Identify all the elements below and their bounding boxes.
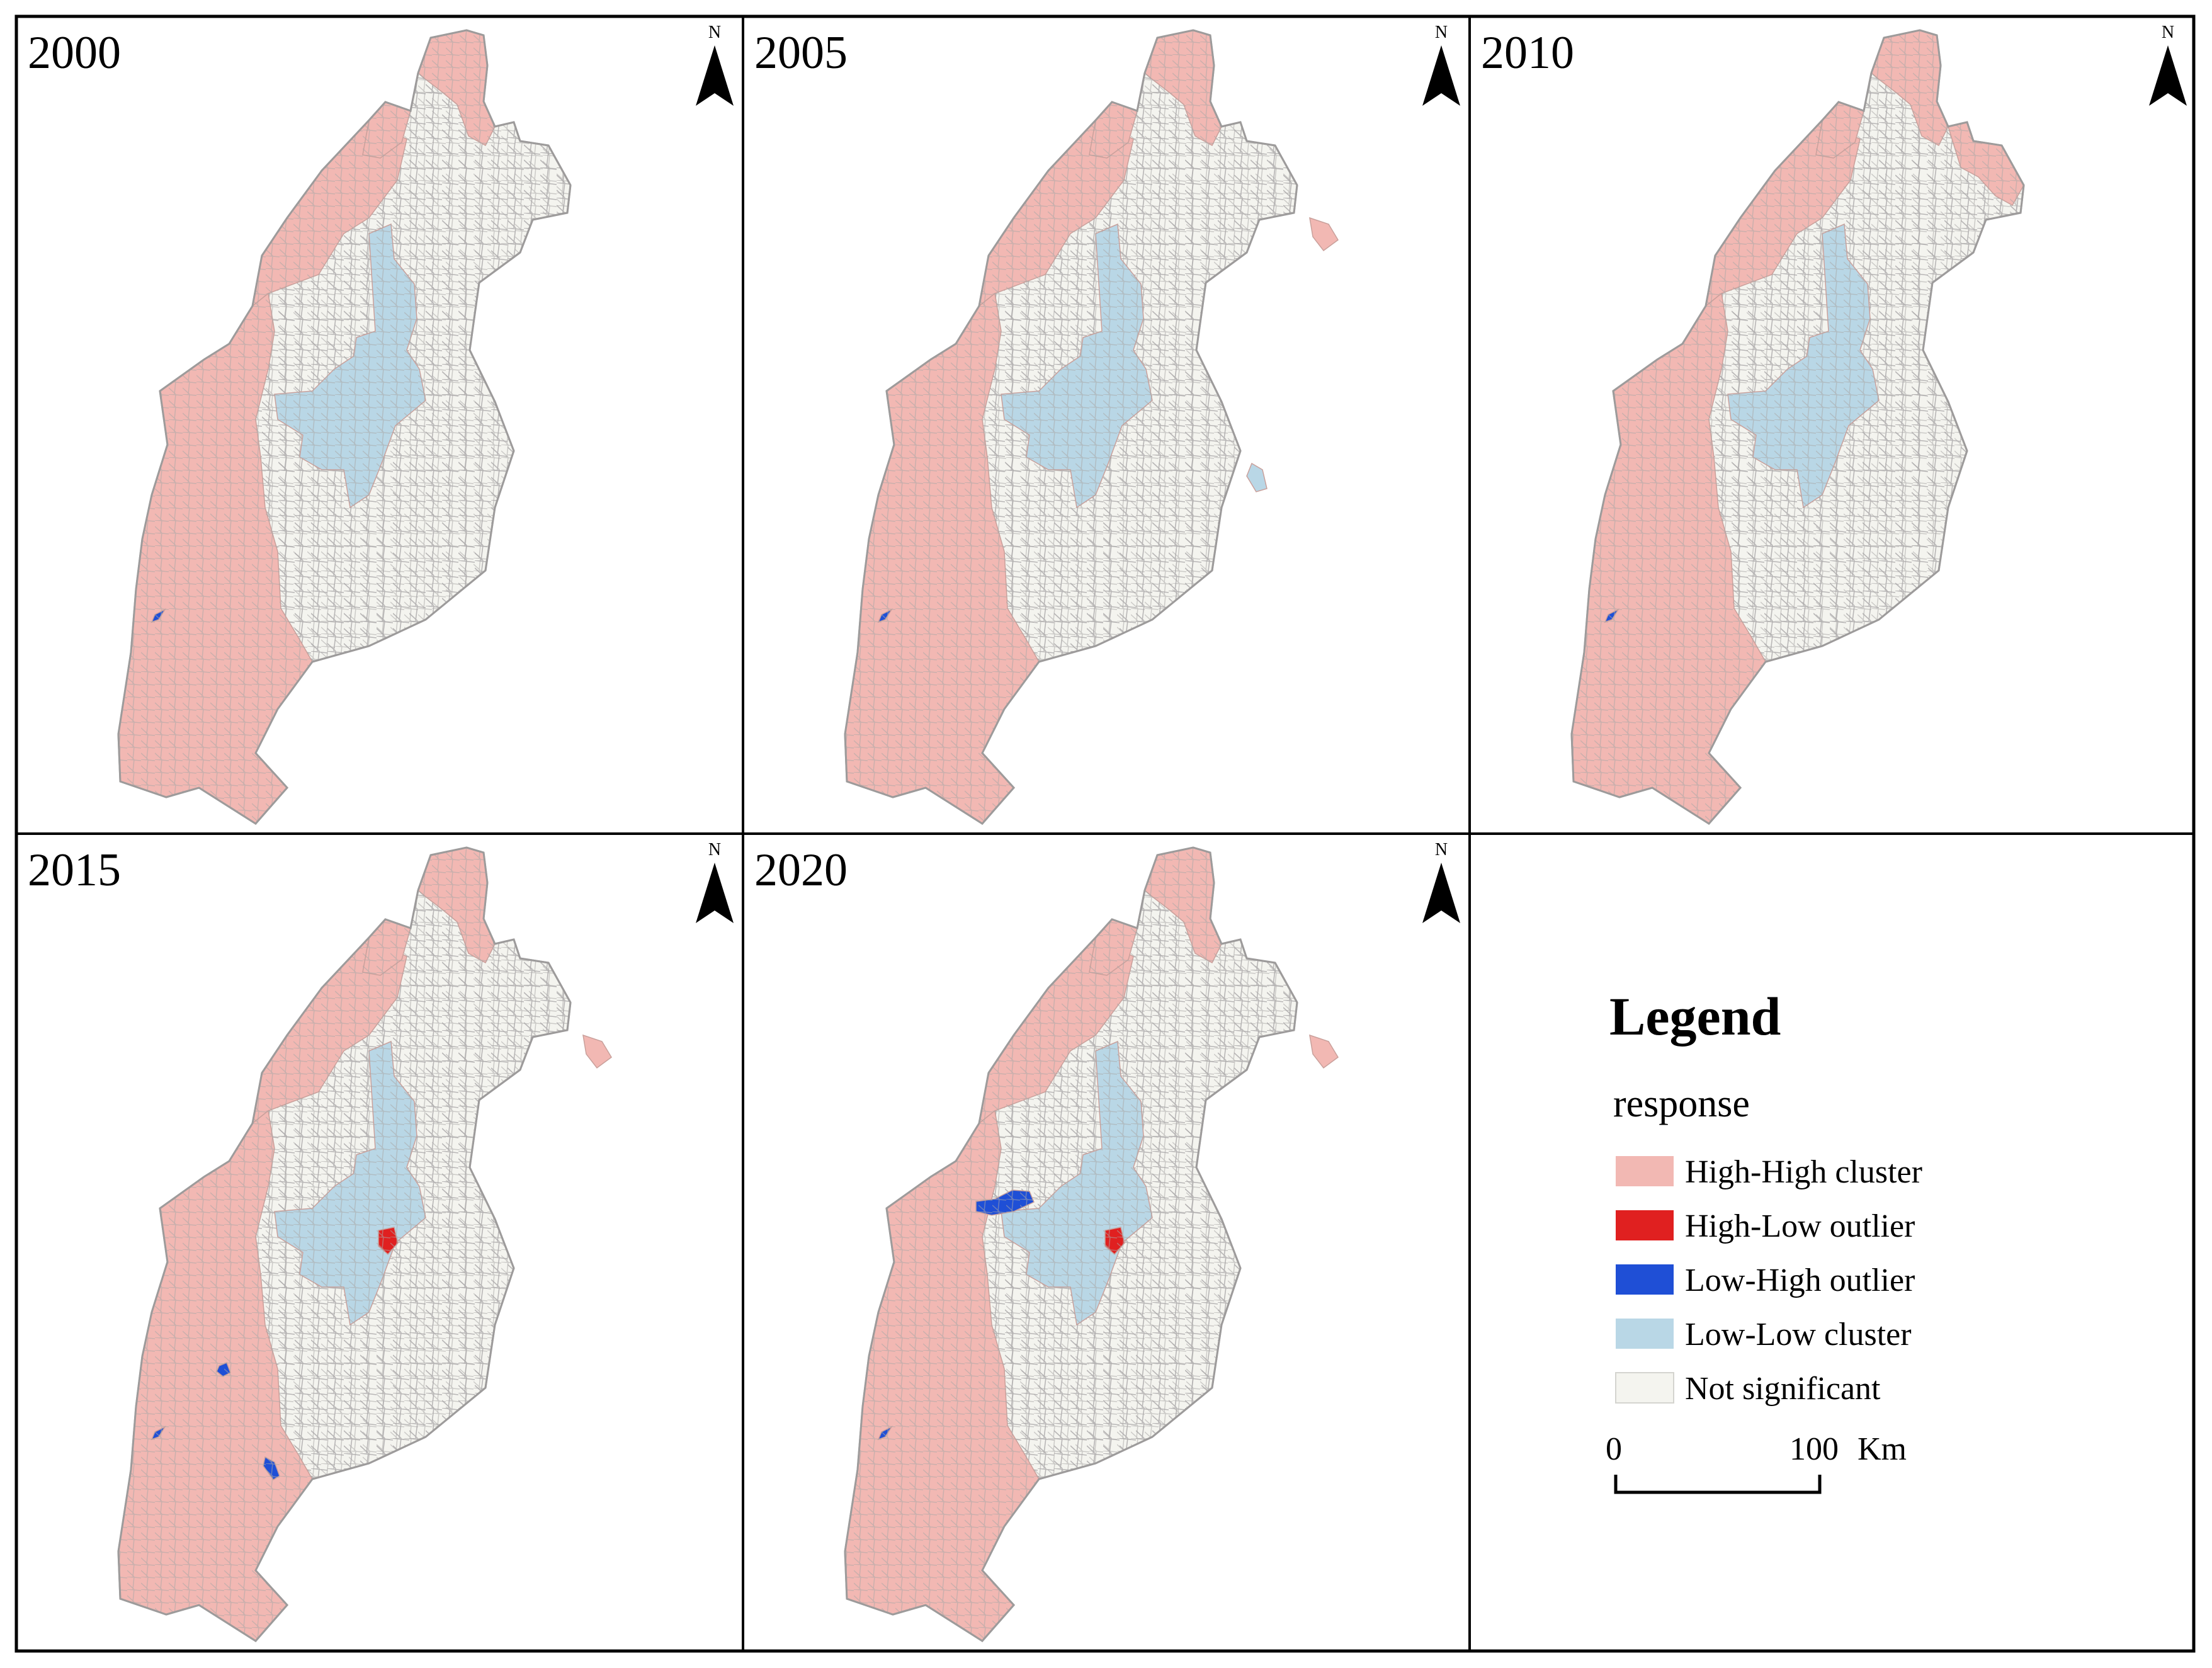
map-panel: 2020 N (754, 840, 1460, 1642)
region-outline (1570, 29, 2025, 825)
legend-title: Legend (1609, 986, 1781, 1047)
panel-year-label: 2020 (754, 844, 848, 896)
region-outline (117, 29, 572, 825)
map-panel: 2000 N (28, 23, 734, 825)
north-arrow-icon: N (696, 840, 734, 923)
legend-item-label: High-High cluster (1685, 1154, 1922, 1190)
north-label: N (1435, 840, 1448, 860)
north-label: N (708, 23, 721, 42)
north-arrow-shape (696, 45, 734, 106)
legend: Legend response High-High cluster High-Lo… (1606, 986, 1922, 1494)
north-label: N (708, 840, 721, 860)
county-boundaries-overlay (845, 848, 1297, 1641)
legend-item-label: Low-High outlier (1685, 1262, 1915, 1298)
legend-item-label: Low-Low cluster (1685, 1317, 1912, 1353)
region-outline (117, 846, 572, 1642)
high-high-cluster (582, 1034, 612, 1069)
legend-swatch (1616, 1210, 1674, 1240)
map-panel: 2005 N (754, 23, 1460, 825)
panel-year-label: 2005 (754, 27, 848, 79)
county-boundaries-overlay (1572, 30, 2024, 824)
legend-item-label: High-Low outlier (1685, 1208, 1915, 1244)
map-panel: 2010 N (1481, 23, 2187, 825)
legend-item-label: Not significant (1685, 1371, 1881, 1407)
high-high-cluster (1309, 217, 1339, 252)
legend-subtitle: response (1613, 1082, 1750, 1125)
north-arrow-icon: N (2149, 23, 2187, 106)
north-arrow-icon: N (1422, 23, 1460, 106)
low-low-cluster (1246, 462, 1268, 492)
panel-year-label: 2010 (1481, 27, 1574, 79)
scale-end-label: 100 (1789, 1431, 1839, 1467)
high-high-cluster (1309, 1034, 1339, 1069)
north-arrow-shape (2149, 45, 2187, 106)
north-arrow-shape (1422, 45, 1460, 106)
legend-swatch (1616, 1156, 1674, 1186)
map-panel: 2015 N (28, 840, 734, 1642)
legend-swatch (1616, 1319, 1674, 1349)
north-arrow-shape (696, 863, 734, 923)
north-label: N (1435, 23, 1448, 42)
scale-line (1614, 1475, 1822, 1494)
north-arrow-icon: N (1422, 840, 1460, 923)
county-boundaries-overlay (118, 848, 570, 1641)
scale-start-label: 0 (1606, 1431, 1622, 1467)
scale-bar: 0 100 Km (1606, 1431, 1907, 1494)
county-boundaries-overlay (845, 30, 1297, 824)
region-outline (844, 29, 1298, 825)
legend-swatch (1616, 1264, 1674, 1295)
county-boundaries-overlay (118, 30, 570, 824)
region-outline (844, 846, 1298, 1642)
north-arrow-shape (1422, 863, 1460, 923)
legend-swatch (1615, 1372, 1674, 1404)
panel-year-label: 2000 (28, 27, 121, 79)
north-arrow-icon: N (696, 23, 734, 106)
north-label: N (2162, 23, 2174, 42)
scale-unit-label: Km (1858, 1431, 1907, 1467)
panel-year-label: 2015 (28, 844, 121, 896)
